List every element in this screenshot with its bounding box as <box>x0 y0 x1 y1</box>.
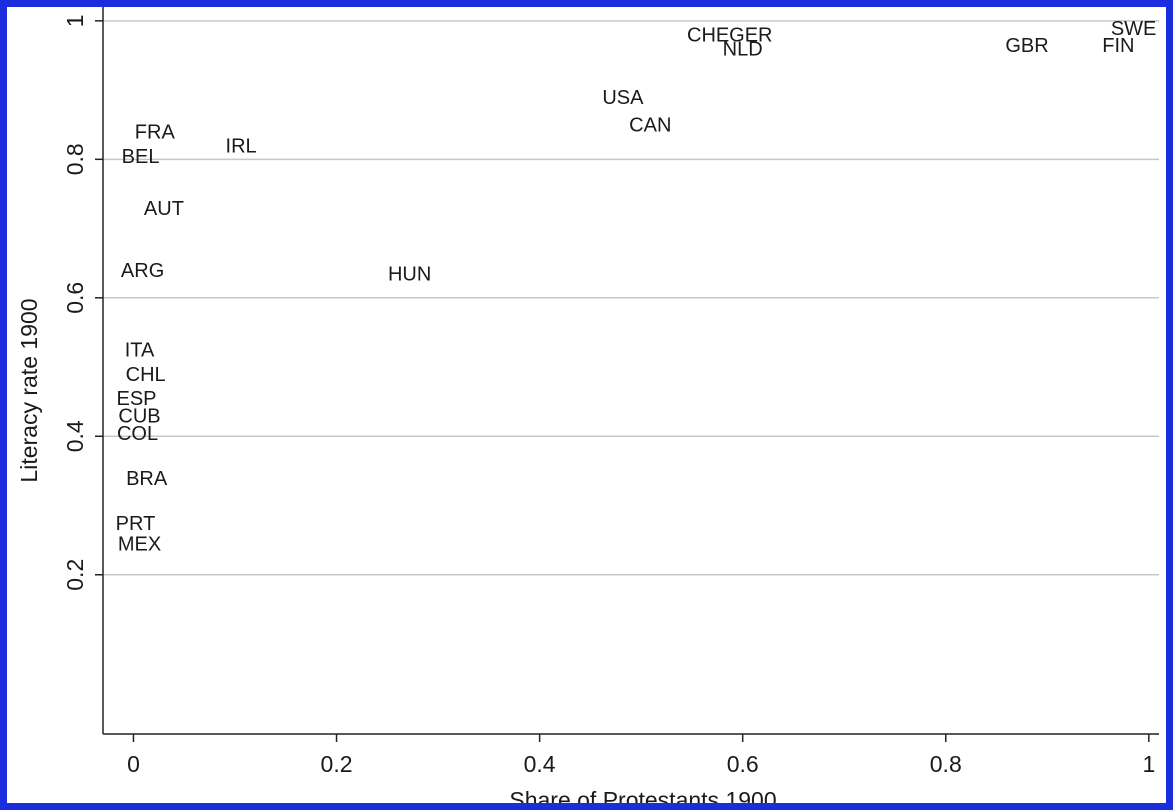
point-label-mex: MEX <box>118 534 161 556</box>
point-label-nld: NLD <box>723 39 763 61</box>
y-tick-label: 0.4 <box>62 420 88 452</box>
y-axis-title: Literacy rate 1900 <box>16 298 42 482</box>
point-label-gbr: GBR <box>1005 35 1048 57</box>
x-tick-label: 1 <box>1142 751 1155 777</box>
point-label-fra: FRA <box>135 122 176 144</box>
point-label-prt: PRT <box>116 513 156 535</box>
y-tick-label: 1 <box>62 14 88 27</box>
x-tick-label: 0.8 <box>930 751 962 777</box>
point-label-swe: SWE <box>1111 18 1157 40</box>
point-label-bra: BRA <box>126 468 168 490</box>
x-tick-label: 0.4 <box>524 751 556 777</box>
ticks: 0.2 0.4 0.6 0.8 1 0 0.2 0.4 0.6 0.8 1 <box>62 14 1155 777</box>
point-label-arg: ARG <box>121 260 164 282</box>
point-label-col: COL <box>117 423 158 445</box>
point-label-hun: HUN <box>388 264 431 286</box>
y-tick-label: 0.2 <box>62 559 88 591</box>
x-tick-label: 0.2 <box>321 751 353 777</box>
point-label-usa: USA <box>602 87 644 109</box>
point-label-chl: CHL <box>126 364 166 386</box>
gridlines <box>103 20 1159 576</box>
point-label-ger: GER <box>729 25 772 47</box>
point-label-esp: ESP <box>116 388 156 410</box>
x-tick-label: 0.6 <box>727 751 759 777</box>
x-tick-label: 0 <box>127 751 140 777</box>
point-label-irl: IRL <box>226 135 257 157</box>
point-label-fin: FIN <box>1102 35 1134 57</box>
x-axis-title: Share of Protestants 1900 <box>509 787 776 803</box>
y-tick-label: 0.6 <box>62 282 88 314</box>
point-label-cub: CUB <box>118 406 160 428</box>
point-label-aut: AUT <box>144 198 184 220</box>
y-tick-label: 0.8 <box>62 143 88 175</box>
point-label-ita: ITA <box>125 340 155 362</box>
point-label-can: CAN <box>629 115 671 137</box>
point-label-che: CHE <box>687 25 729 47</box>
point-label-bel: BEL <box>122 146 160 168</box>
